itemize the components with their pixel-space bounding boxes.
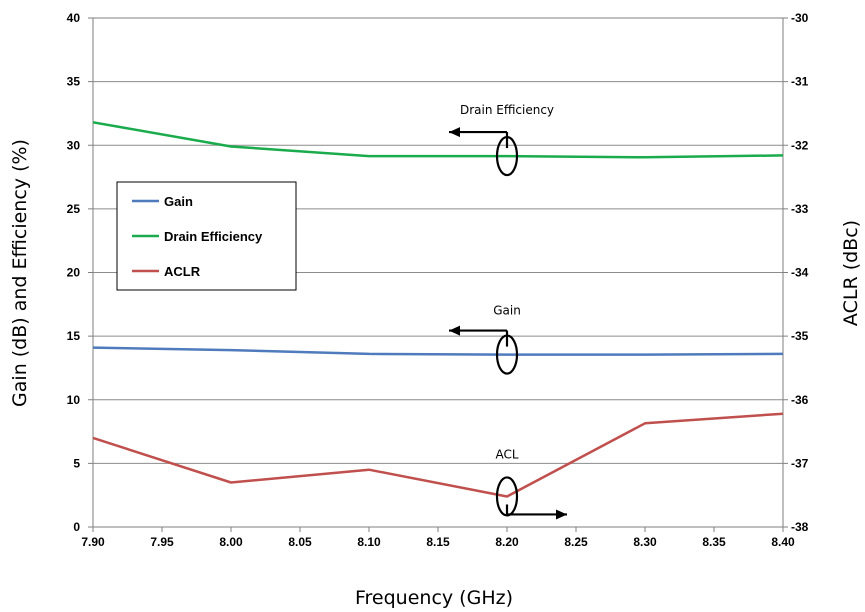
y-right-tick-label: -33 — [791, 202, 809, 216]
y-left-tick-label: 25 — [67, 202, 81, 216]
axes — [88, 17, 788, 532]
y-left-tick-label: 40 — [67, 11, 81, 25]
y-right-axis-title: ACLR (dBc) — [840, 220, 862, 326]
x-tick-label: 8.35 — [702, 535, 726, 549]
annotation-label-background — [439, 100, 577, 121]
x-tick-label: 8.20 — [495, 535, 519, 549]
y-right-tick-label: -32 — [791, 138, 809, 152]
legend-label-gain: Gain — [164, 194, 193, 209]
x-tick-label: 8.05 — [288, 535, 312, 549]
x-tick-label: 7.90 — [81, 535, 105, 549]
y-left-tick-label: 10 — [67, 393, 81, 407]
y-right-tick-label: -35 — [791, 329, 809, 343]
legend-label-aclr: ACLR — [164, 264, 201, 279]
x-tick-label: 7.95 — [150, 535, 174, 549]
y-left-tick-label: 0 — [73, 520, 80, 534]
y-right-tick-label: -37 — [791, 456, 809, 470]
y-left-tick-label: 20 — [67, 266, 81, 280]
series-lines — [92, 121, 784, 498]
annotations: Drain Efficiency Gain ACL — [439, 100, 577, 520]
annotation-label-drain-efficiency: Drain Efficiency — [460, 103, 554, 117]
x-tick-label: 8.00 — [219, 535, 243, 549]
x-tick-label: 8.15 — [426, 535, 450, 549]
legend-label-drain-efficiency: Drain Efficiency — [164, 229, 263, 244]
y-right-tick-label: -30 — [791, 11, 809, 25]
tick-labels: 0 5 10 15 20 25 30 35 40 -38 -37 -36 -35 -34 -33 -32 -31… — [67, 11, 809, 549]
series-line-aclr — [92, 412, 784, 498]
y-left-tick-label: 5 — [73, 456, 80, 470]
y-right-tick-label: -31 — [791, 75, 809, 89]
annotation-arrow-head-aclr — [556, 509, 567, 520]
x-axis-title: Frequency (GHz) — [355, 587, 513, 609]
annotation-label-aclr: ACL — [495, 447, 518, 461]
y-left-tick-label: 30 — [67, 138, 81, 152]
series-line-gain — [92, 346, 784, 356]
y-left-axis-title: Gain (dB) and Efficiency (%) — [9, 139, 31, 407]
annotation-arrow-head-gain — [449, 325, 460, 336]
y-left-tick-label: 15 — [67, 329, 81, 343]
annotation-arrow-head-drain-efficiency — [449, 127, 460, 138]
legend: Gain Drain Efficiency ACLR — [116, 181, 297, 291]
y-right-tick-label: -38 — [791, 520, 809, 534]
x-tick-label: 8.10 — [357, 535, 381, 549]
x-tick-label: 8.25 — [564, 535, 588, 549]
x-tick-label: 8.40 — [771, 535, 795, 549]
series-line-drain-efficiency — [92, 121, 784, 159]
annotation-label-gain: Gain — [493, 304, 521, 318]
y-right-tick-label: -34 — [791, 266, 809, 280]
x-tick-label: 8.30 — [633, 535, 657, 549]
y-left-tick-label: 35 — [67, 75, 81, 89]
plot-frame — [92, 17, 784, 528]
y-right-tick-label: -36 — [791, 393, 809, 407]
